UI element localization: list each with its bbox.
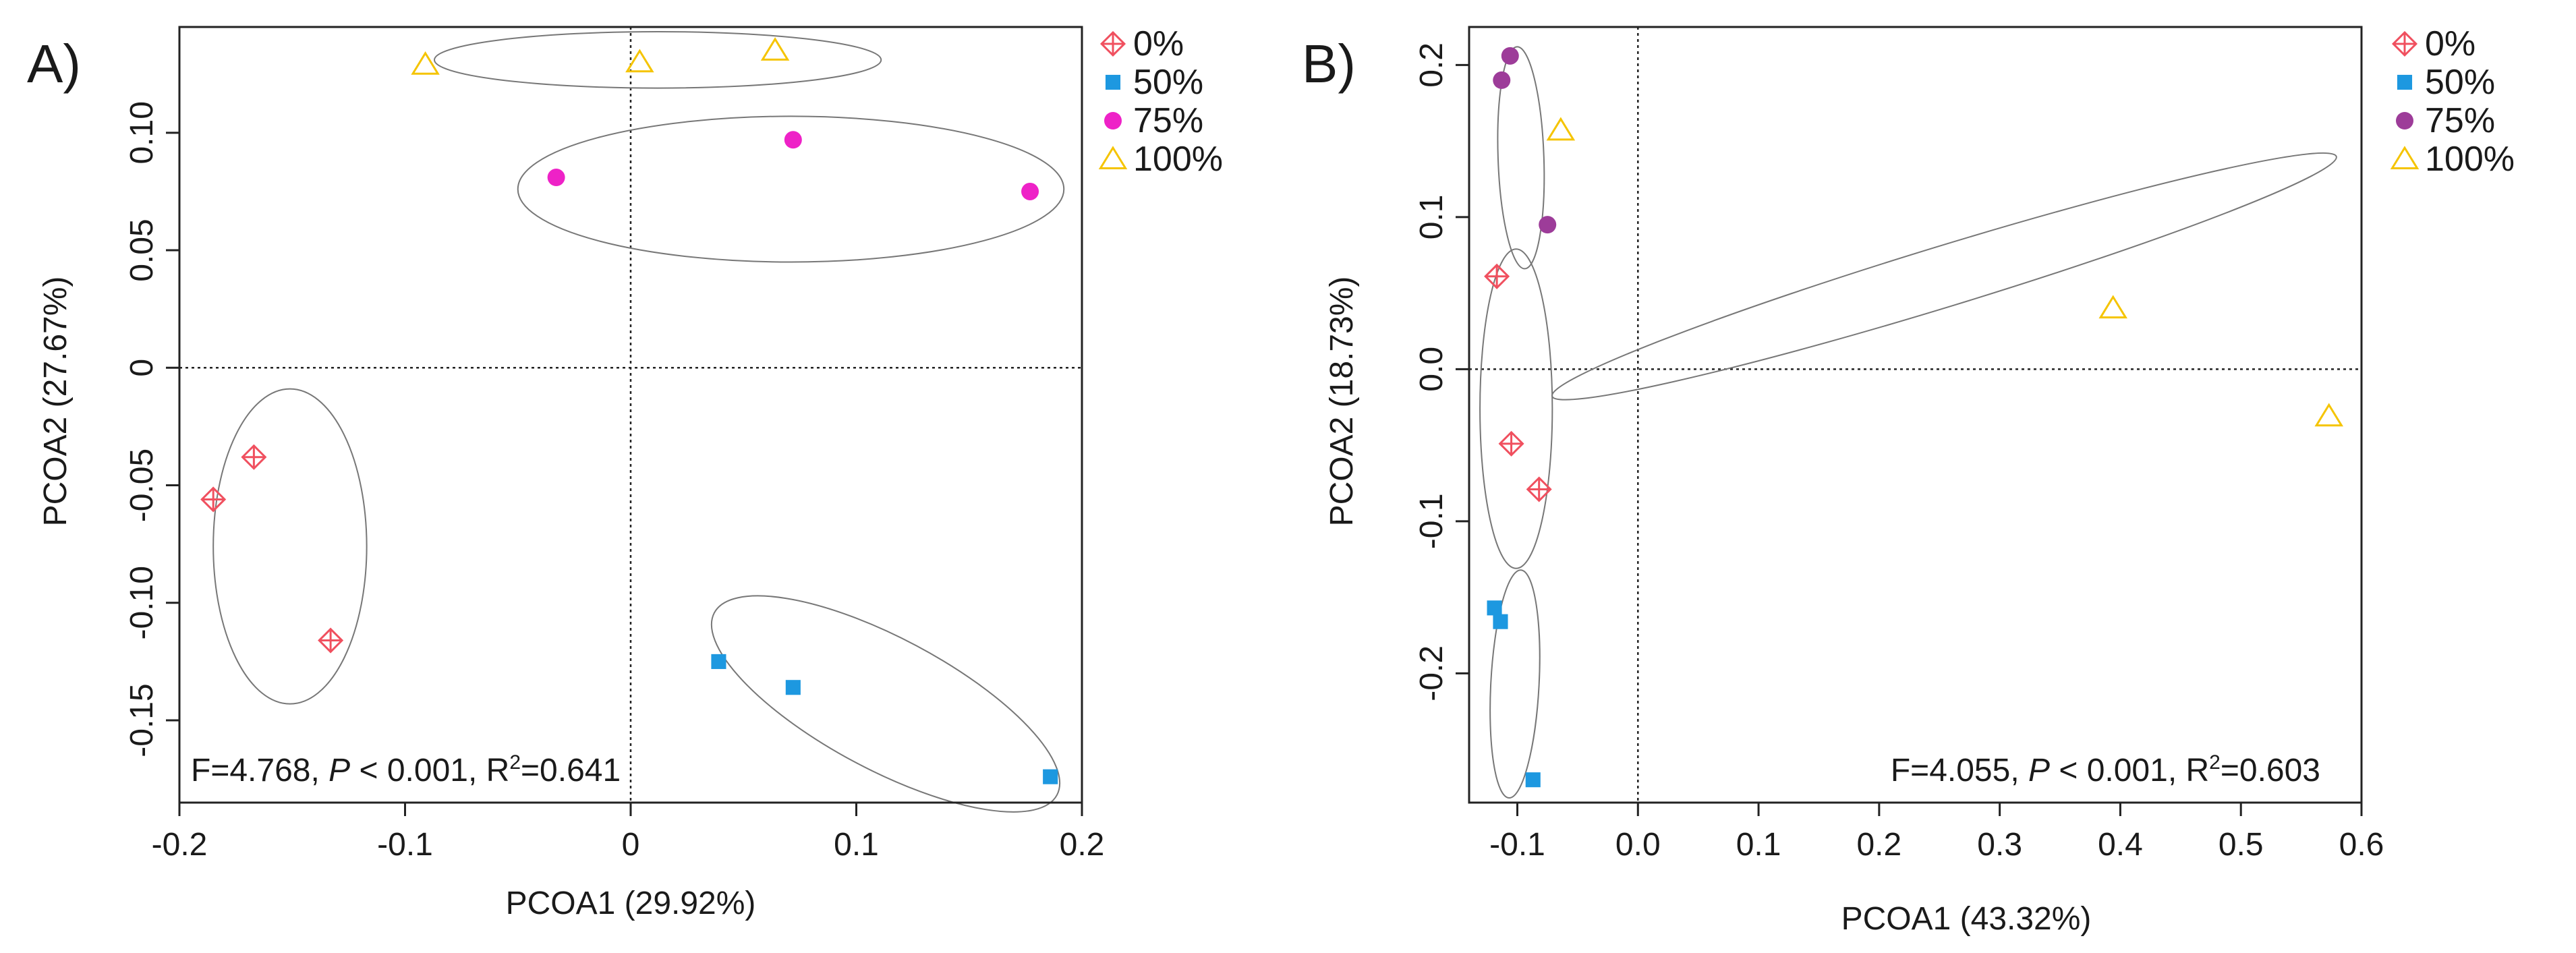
panel-b-legend-marker-2 [2396, 112, 2413, 129]
panel-a-legend: 0%50%75%100% [1098, 24, 1223, 179]
panel-b-ytick-label-1: -0.1 [1414, 493, 1450, 549]
panel-a: A) PCOA2 (27.67%) PCOA1 (29.92%) -0.2 -0.… [27, 24, 1223, 921]
panel-b-xtick-label-4: 0.3 [1977, 827, 2022, 863]
panel-b-point-100pct-0 [1546, 117, 1576, 141]
panel-b-point-0pct-1 [1498, 430, 1524, 457]
panel-b-point-0pct-2 [1526, 476, 1552, 502]
panel-a-label: A) [27, 34, 81, 94]
panel-b-stats-annotation: F=4.055, P < 0.001, R2=0.603 [1891, 751, 2320, 788]
panel-b-legend-marker-1 [2397, 74, 2413, 90]
panel-b-ellipse-3 [1551, 152, 2337, 401]
panel-b-point-75pct-0 [1493, 71, 1511, 89]
panel-b-ylabel: PCOA2 (18.73%) [1324, 277, 1360, 527]
panel-a-ellipse-2 [517, 115, 1065, 263]
panel-b-xtick-label-2: 0.1 [1736, 827, 1781, 863]
panel-b-xtick-label-3: 0.2 [1856, 827, 1901, 863]
panel-b-xtick-label-0: -0.1 [1489, 827, 1545, 863]
panel-b-ytick-label-3: 0.1 [1414, 194, 1450, 239]
panel-b-legend-marker-3 [2390, 146, 2420, 170]
panel-b: B) PCOA2 (18.73%) PCOA1 (43.32%) -0.1 0.0… [1302, 24, 2515, 937]
panel-b-point-50pct-0 [1487, 600, 1502, 616]
panel-a-point-75pct-1 [784, 131, 802, 149]
panel-b-point-100pct-2 [2314, 403, 2343, 427]
panel-b-legend-label-2: 75% [2425, 101, 2495, 140]
panel-a-xtick-label-3: 0.1 [834, 827, 879, 863]
panel-a-xtick-label-1: -0.1 [377, 827, 433, 863]
panel-b-points [1484, 47, 2343, 788]
panel-b-legend-marker-0 [2391, 30, 2418, 57]
panel-a-legend-marker-1 [1105, 74, 1121, 90]
panel-a-legend-label-3: 100% [1133, 140, 1223, 179]
panel-a-xtick-label-4: 0.2 [1060, 827, 1105, 863]
panel-a-legend-label-2: 75% [1133, 101, 1203, 140]
panel-a-point-50pct-2 [1043, 769, 1058, 784]
panel-b-point-100pct-1 [2098, 295, 2127, 319]
panel-a-point-100pct-0 [411, 51, 440, 75]
panel-a-ytick-label-2: -0.05 [124, 449, 160, 522]
panel-a-legend-marker-3 [1098, 146, 1128, 170]
panel-b-point-0pct-0 [1484, 263, 1510, 289]
panel-a-legend-marker-2 [1104, 112, 1122, 129]
panel-b-y-axis: -0.2 -0.1 0.0 0.1 0.2 [1414, 42, 1469, 701]
panel-a-point-0pct-0 [200, 486, 227, 513]
panel-a-point-100pct-2 [760, 37, 790, 61]
panel-b-legend-label-0: 0% [2425, 24, 2475, 63]
panel-a-legend-label-1: 50% [1133, 63, 1203, 102]
panel-a-ytick-label-4: 0.05 [124, 219, 160, 281]
panel-a-point-0pct-2 [318, 627, 344, 654]
panel-a-point-0pct-1 [241, 444, 267, 470]
panel-b-plot-frame [1468, 26, 2363, 804]
panel-b-xtick-label-1: 0.0 [1615, 827, 1661, 863]
panel-b-ytick-label-2: 0.0 [1414, 347, 1450, 392]
panel-a-ellipse-0 [212, 388, 368, 705]
panel-b-point-75pct-1 [1501, 47, 1519, 65]
panel-b-ref-lines [1469, 27, 2362, 803]
panel-b-ellipse-2 [1497, 46, 1545, 270]
panel-a-ylabel: PCOA2 (27.67%) [38, 277, 74, 527]
panel-b-xtick-label-7: 0.6 [2339, 827, 2384, 863]
panel-b-ellipse-1 [1489, 569, 1541, 799]
panel-a-legend-label-0: 0% [1133, 24, 1184, 63]
panel-a-ytick-label-5: 0.10 [124, 101, 160, 164]
panel-b-legend-label-3: 100% [2425, 140, 2515, 179]
panel-b-xlabel: PCOA1 (43.32%) [1841, 901, 2092, 937]
panel-a-point-75pct-2 [1021, 182, 1039, 200]
panel-b-ellipses [1479, 46, 2337, 799]
panel-b-ellipse-0 [1479, 248, 1553, 569]
panel-a-point-50pct-1 [785, 680, 801, 695]
panel-b-ytick-label-4: 0.2 [1414, 42, 1450, 88]
panel-a-ref-lines [179, 27, 1082, 803]
panel-a-point-100pct-1 [625, 49, 654, 73]
panel-a-point-75pct-0 [547, 169, 565, 187]
panel-b-xtick-label-6: 0.5 [2219, 827, 2264, 863]
panel-b-xtick-label-5: 0.4 [2098, 827, 2143, 863]
panel-a-xtick-label-2: 0 [622, 827, 640, 863]
panel-a-ytick-label-1: -0.10 [124, 566, 160, 639]
panel-a-ellipse-3 [433, 30, 882, 89]
panel-a-x-axis: -0.2 -0.1 0 0.1 0.2 [152, 803, 1105, 863]
panel-b-label: B) [1302, 34, 1356, 94]
panel-b-legend: 0%50%75%100% [2390, 24, 2515, 179]
panel-a-stats-annotation: F=4.768, P < 0.001, R2=0.641 [191, 751, 621, 788]
panel-b-point-50pct-2 [1525, 772, 1541, 788]
panel-a-ytick-label-3: 0 [124, 359, 160, 377]
panel-b-point-50pct-1 [1493, 614, 1508, 629]
panel-b-legend-label-1: 50% [2425, 63, 2495, 102]
panel-a-point-50pct-0 [711, 654, 726, 669]
panel-b-x-axis: -0.1 0.0 0.1 0.2 0.3 0.4 0.5 0.6 [1489, 803, 2384, 863]
panel-a-xlabel: PCOA1 (29.92%) [506, 886, 756, 921]
panel-a-ellipses [212, 30, 1065, 813]
panel-a-points [200, 37, 1058, 784]
panel-a-legend-marker-0 [1099, 30, 1126, 57]
panel-a-ellipse-1 [710, 595, 1061, 813]
panel-b-point-75pct-2 [1539, 216, 1557, 234]
panel-a-ytick-label-0: -0.15 [124, 683, 160, 757]
panel-a-y-axis: -0.15 -0.10 -0.05 0 0.05 0.10 [124, 101, 179, 757]
panel-a-xtick-label-0: -0.2 [152, 827, 208, 863]
panel-b-ytick-label-0: -0.2 [1414, 645, 1450, 701]
